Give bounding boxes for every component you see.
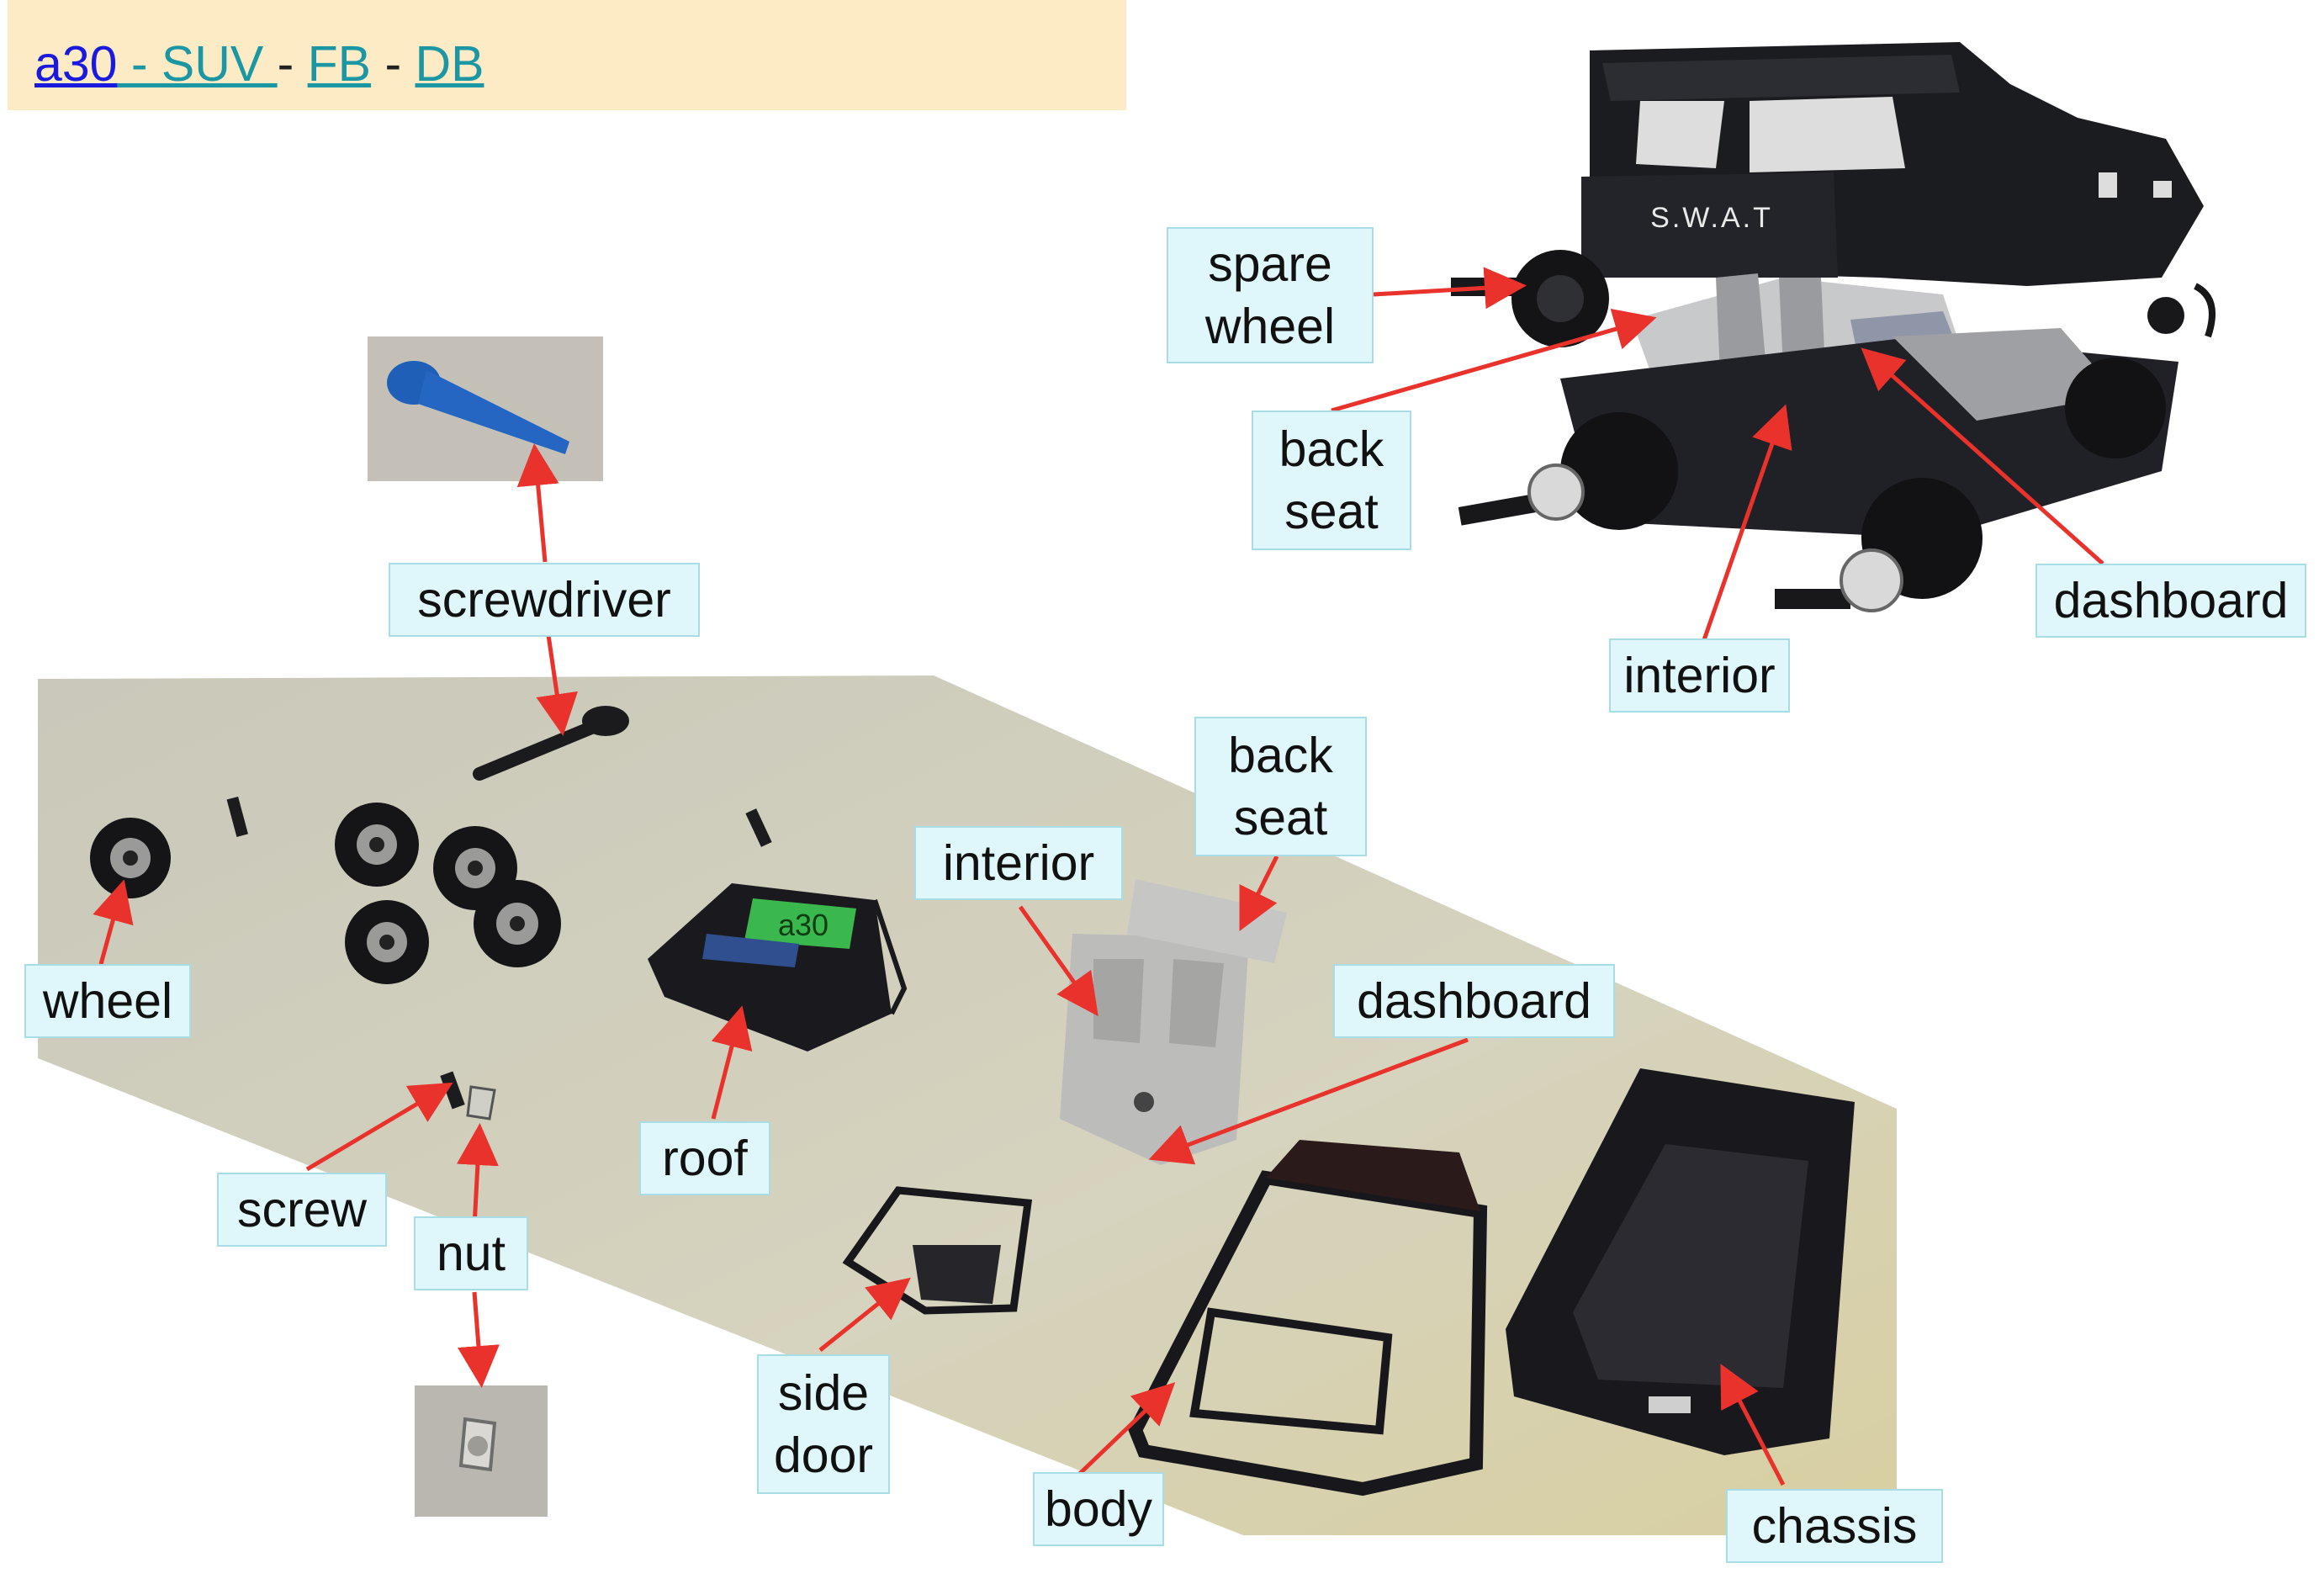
side-door-part <box>842 1186 1033 1315</box>
label-interior: interior <box>914 826 1123 900</box>
roof-part: a30 <box>648 883 908 1052</box>
screw-part <box>226 796 248 837</box>
nut-part <box>466 1085 496 1120</box>
label-body: body <box>1033 1472 1164 1546</box>
label-dashboard: dashboard <box>1333 964 1615 1038</box>
label-spare-wheel: spare wheel <box>1167 227 1374 363</box>
link-db[interactable]: DB <box>415 36 484 92</box>
nut-thumbnail <box>415 1385 548 1517</box>
label-nut: nut <box>414 1216 528 1290</box>
label-back-seat-top: back seat <box>1252 411 1411 550</box>
separator: - <box>371 36 416 92</box>
label-screw: screw <box>217 1173 387 1247</box>
interior-part <box>1060 934 1249 1165</box>
label-side-door: side door <box>757 1354 890 1494</box>
svg-text:a30: a30 <box>778 908 828 942</box>
link-suv[interactable]: - SUV <box>117 36 278 92</box>
back-seat-part <box>1127 879 1287 963</box>
screwdriver-part <box>473 706 629 781</box>
wheel-part <box>90 818 171 898</box>
label-wheel: wheel <box>24 964 191 1038</box>
breadcrumb: a30 - SUV - FB - DB <box>34 30 484 98</box>
wheel-part <box>335 803 419 887</box>
screw-part <box>745 808 772 847</box>
label-chassis: chassis <box>1726 1489 1943 1563</box>
label-back-seat: back seat <box>1194 717 1367 856</box>
label-screwdriver: screwdriver <box>389 563 700 637</box>
label-dashboard-top: dashboard <box>2035 564 2306 638</box>
separator: - <box>277 36 308 92</box>
link-fb[interactable]: FB <box>307 36 372 92</box>
label-roof: roof <box>639 1121 770 1195</box>
wheel-part <box>474 880 561 967</box>
screwdriver-thumbnail <box>368 336 603 481</box>
header-banner: a30 - SUV - FB - DB <box>8 0 1126 110</box>
link-a30[interactable]: a30 <box>34 36 118 92</box>
chassis-part <box>1506 1068 1855 1455</box>
label-interior-top: interior <box>1609 638 1790 713</box>
wheel-part <box>345 900 429 984</box>
